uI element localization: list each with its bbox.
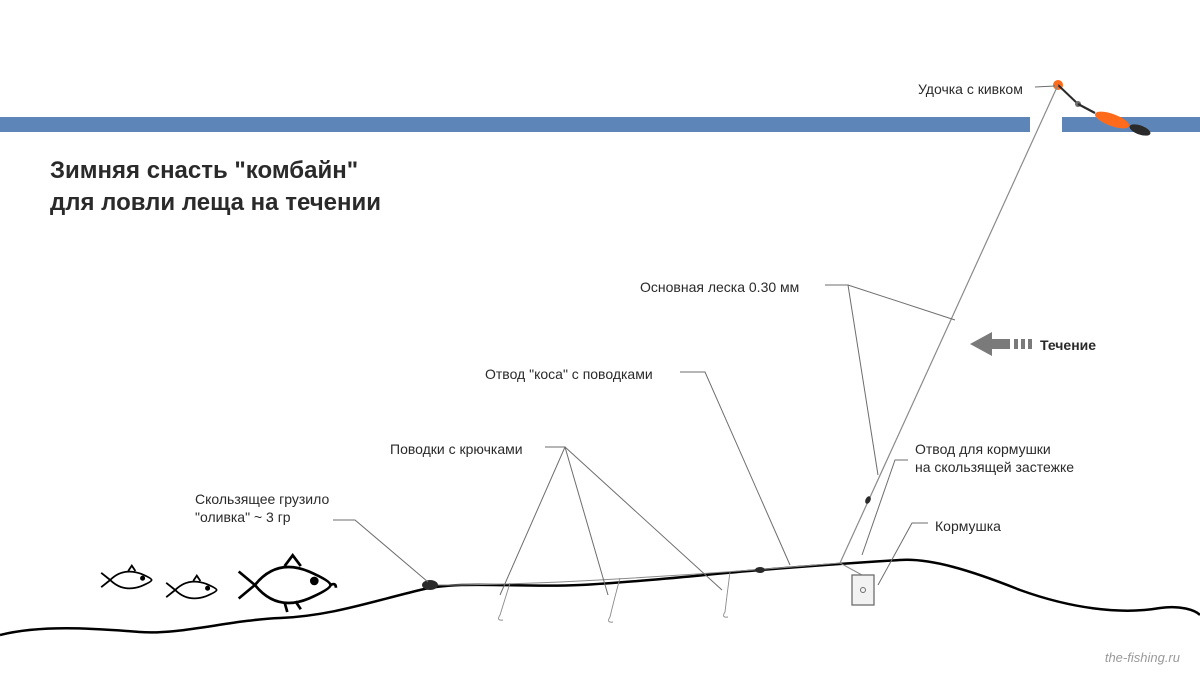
fish-group bbox=[101, 555, 336, 612]
riverbed-line bbox=[0, 560, 1200, 635]
feeder-icon bbox=[852, 575, 874, 605]
fishing-rod-icon bbox=[1053, 80, 1152, 138]
diagram-scene bbox=[0, 0, 1200, 675]
label-sinker: Скользящее грузило "оливка" ~ 3 гр bbox=[195, 490, 329, 526]
label-main-line: Основная леска 0.30 мм bbox=[640, 278, 799, 296]
watermark-text: the-fishing.ru bbox=[1105, 650, 1180, 665]
inline-weight-icon bbox=[755, 567, 765, 573]
feeder-branch-line bbox=[840, 563, 862, 575]
label-current: Течение bbox=[1040, 336, 1096, 354]
olive-sinker-icon bbox=[422, 580, 438, 590]
label-feeder-branch: Отвод для кормушки на скользящей застежк… bbox=[915, 440, 1074, 476]
main-fishing-line bbox=[840, 85, 1058, 563]
label-feeder: Кормушка bbox=[935, 517, 1001, 535]
label-branch: Отвод "коса" с поводками bbox=[485, 365, 653, 383]
current-arrow-icon bbox=[970, 332, 1032, 356]
label-rod: Удочка с кивком bbox=[918, 80, 1023, 98]
label-hooks: Поводки с крючками bbox=[390, 440, 523, 458]
